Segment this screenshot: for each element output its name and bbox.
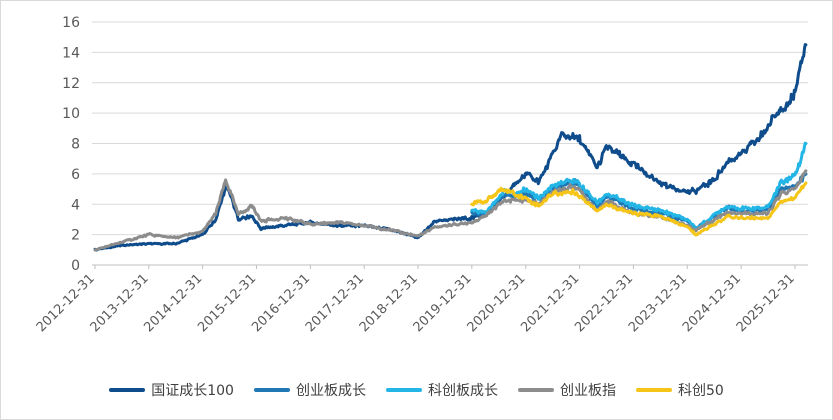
legend-label: 科创50 — [677, 383, 724, 399]
y-tick-label: 12 — [62, 76, 80, 92]
y-tick-label: 2 — [71, 228, 80, 244]
series-line-5 — [470, 181, 808, 237]
series-line-3 — [470, 141, 808, 232]
legend-item: 国证成长100 — [109, 380, 234, 400]
legend-label: 科创板成长 — [427, 383, 498, 399]
legend-item: 创业板成长 — [253, 380, 366, 400]
legend-swatch — [517, 388, 554, 392]
legend-item: 科创50 — [635, 380, 724, 400]
legend-swatch — [385, 388, 422, 392]
legend-label: 创业板指 — [559, 383, 616, 399]
legend-label: 创业板成长 — [295, 383, 366, 399]
y-tick-label: 10 — [62, 106, 80, 122]
legend: 国证成长100 创业板成长 科创板成长 创业板指 科创50 — [0, 378, 833, 402]
legend-swatch — [253, 388, 290, 392]
y-tick-label: 14 — [62, 45, 80, 61]
series-line-1 — [93, 43, 808, 252]
legend-swatch — [109, 388, 146, 392]
y-tick-label: 6 — [71, 167, 80, 183]
axes: 02468101214162012-12-312013-12-312014-12… — [34, 15, 808, 335]
legend-item: 科创板成长 — [385, 380, 498, 400]
chart-plot: 02468101214162012-12-312013-12-312014-12… — [34, 15, 808, 335]
x-tick-label: 2025-12-31 — [734, 271, 798, 335]
y-tick-label: 4 — [71, 197, 80, 213]
legend-label: 国证成长100 — [151, 383, 234, 399]
legend-item: 创业板指 — [517, 380, 616, 400]
y-tick-label: 8 — [71, 137, 80, 153]
y-tick-label: 0 — [71, 258, 80, 274]
legend-swatch — [635, 388, 672, 392]
series-lines — [93, 43, 808, 252]
y-tick-label: 16 — [62, 15, 80, 31]
series-line-4 — [93, 169, 808, 252]
